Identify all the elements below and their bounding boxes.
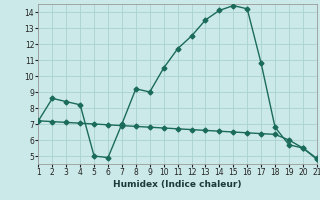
X-axis label: Humidex (Indice chaleur): Humidex (Indice chaleur) xyxy=(113,180,242,189)
